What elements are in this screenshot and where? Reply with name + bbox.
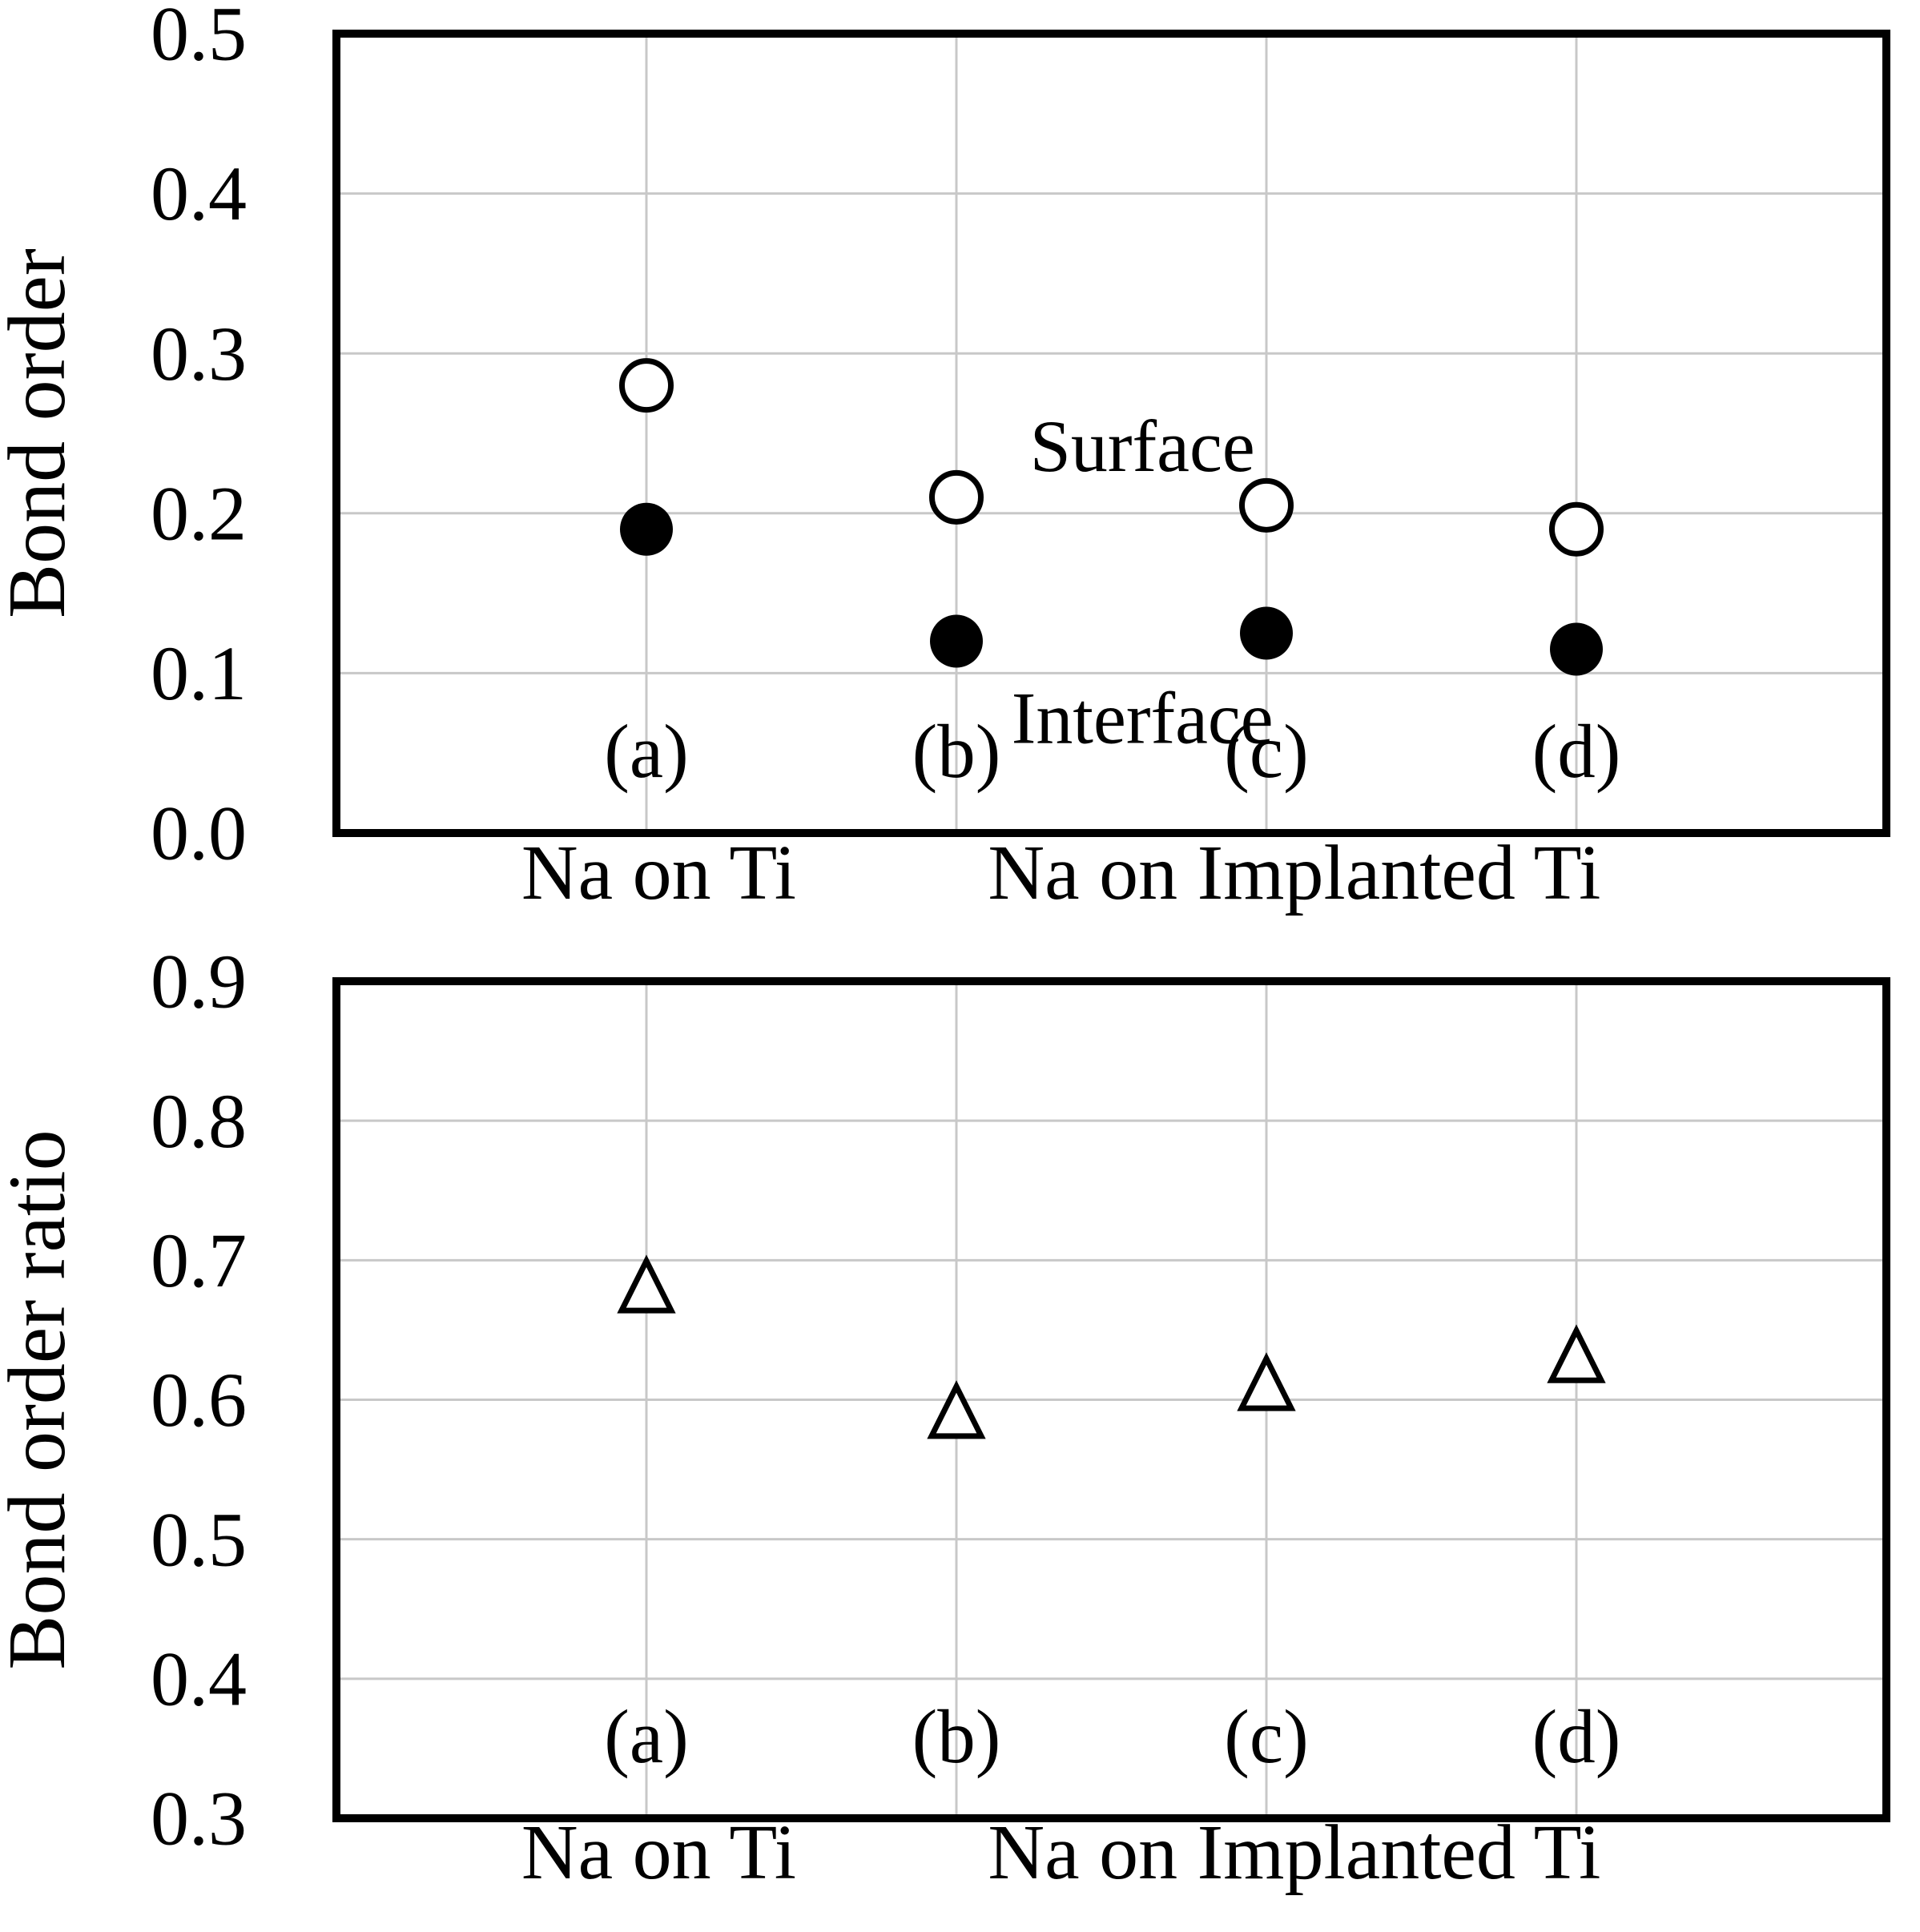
surface-marker [619,358,674,413]
bond-order-ratio-marker [1237,1352,1296,1411]
annotation-interface: Interface [1012,678,1274,759]
surface-marker [1239,477,1294,533]
interface-marker [1240,606,1293,660]
bond-order-ratio-panel: 0.3 0.4 0.5 0.6 0.7 0.8 0.9 Bond order ratio (a)… [0,945,1920,1932]
interface-marker [1550,622,1603,676]
surface-marker [929,469,984,525]
y-tick-label: 0.6 [151,1357,247,1443]
category-label: (d) [1532,709,1621,794]
y-tick-label: 0.2 [151,470,247,556]
category-label: (c) [1224,709,1308,794]
x-group-label: Na on Ti [521,1809,796,1896]
y-tick-label: 0.4 [151,151,247,236]
bond-order-ratio-chart: 0.3 0.4 0.5 0.6 0.7 0.8 0.9 Bond order ratio (a)… [0,945,1890,1896]
y-tick-label: 0.8 [151,1078,247,1164]
y-tick-label: 0.9 [151,945,247,1024]
y-axis-title: Bond order ratio [0,1129,83,1669]
bond-order-ratio-marker [617,1254,676,1314]
category-label: (a) [604,1694,688,1779]
x-group-label: Na on Implanted Ti [988,1809,1600,1896]
y-axis-title: Bond order [0,248,83,618]
y-tick-label: 0.5 [151,1496,247,1582]
bond-order-chart: 0.0 0.1 0.2 0.3 0.4 0.5 Bond order (a) (b) (c) (d)… [0,0,1890,916]
y-tick-label: 0.4 [151,1636,247,1721]
category-label: (c) [1224,1694,1308,1779]
bond-order-panel: 0.0 0.1 0.2 0.3 0.4 0.5 Bond order (a) (b) (c) (d)… [0,0,1920,945]
category-label: (d) [1532,1694,1621,1779]
y-tick-label: 0.5 [151,0,247,77]
y-tick-label: 0.3 [151,311,247,396]
x-group-label: Na on Ti [521,830,796,916]
category-label: (b) [912,1694,1001,1779]
interface-marker [930,614,983,668]
category-label: (a) [604,709,688,794]
plot-border [332,977,1890,1822]
interface-marker [620,502,673,556]
category-label: (b) [912,709,1001,794]
y-tick-label: 0.0 [151,791,247,876]
annotation-surface: Surface [1030,405,1255,487]
plot-border [332,30,1890,837]
bond-order-ratio-marker [1547,1324,1606,1383]
surface-marker [1549,501,1604,557]
x-group-label: Na on Implanted Ti [988,830,1600,916]
y-tick-label: 0.1 [151,630,247,716]
bond-order-ratio-marker [927,1380,986,1439]
y-tick-label: 0.3 [151,1776,247,1862]
y-tick-label: 0.7 [151,1218,247,1303]
